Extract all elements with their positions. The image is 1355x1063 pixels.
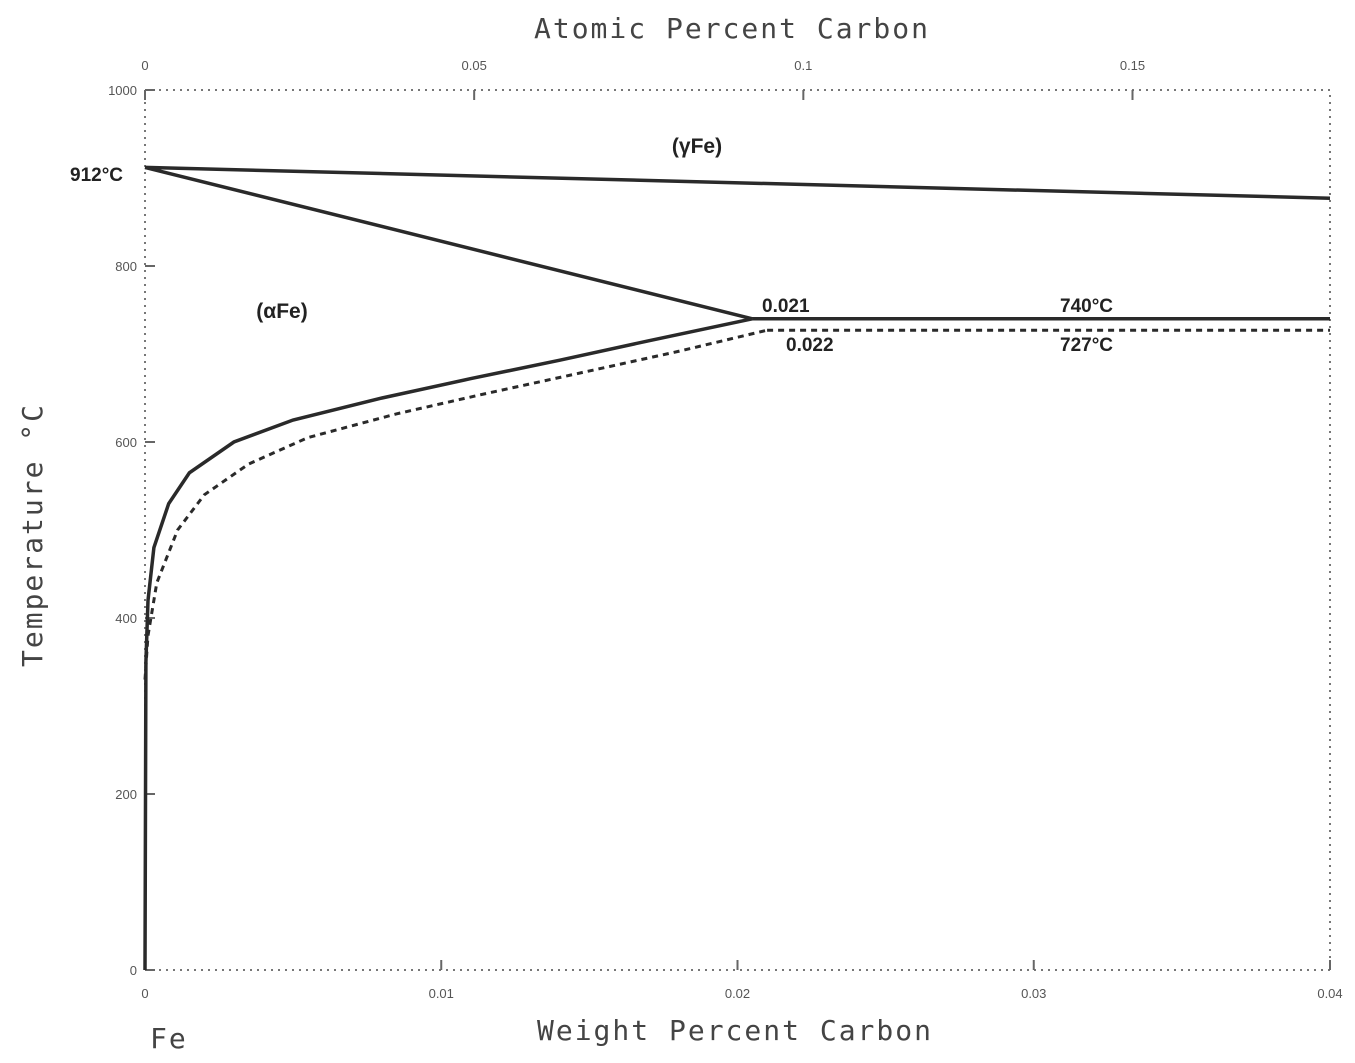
annotation-0-021: 0.021 [762, 296, 810, 317]
phase-label-alpha-fe: (αFe) [256, 300, 307, 323]
x2-tick-label: 0 [141, 58, 148, 73]
x2-axis-title: Atomic Percent Carbon [534, 12, 930, 45]
x-tick-label: 0.03 [1021, 986, 1046, 1001]
annotation-727c: 727°C [1060, 335, 1113, 356]
x-axis-title: Weight Percent Carbon [537, 1014, 933, 1047]
annotation-0-022: 0.022 [786, 335, 834, 356]
x-tick-label: 0.01 [429, 986, 454, 1001]
x-tick-label: 0 [141, 986, 148, 1001]
y-tick-label: 400 [115, 611, 137, 626]
plot-frame [144, 89, 1331, 971]
phase-boundary-line-4 [143, 317, 753, 971]
annotation-912c: 912°C [70, 165, 123, 186]
series-layer [143, 165, 1331, 971]
axis-ticks: 0 0.01 0.02 0.03 0.04 0 0.05 0.1 0.15 0 200 400 600 8… [108, 58, 1343, 1001]
phase-boundary-line-6 [143, 328, 768, 680]
y-tick-label: 1000 [108, 83, 137, 98]
x-tick-label: 0.04 [1317, 986, 1342, 1001]
x-tick-label: 0.02 [725, 986, 750, 1001]
phase-boundary-line-1 [144, 165, 1331, 200]
y-axis-title: Temperature °C [16, 403, 49, 667]
y-tick-label: 200 [115, 787, 137, 802]
annotation-740c: 740°C [1060, 296, 1113, 317]
phase-boundary-line-2 [144, 165, 753, 321]
y-tick-label: 0 [130, 963, 137, 978]
phase-label-gamma-fe: (γFe) [672, 135, 722, 158]
element-label-fe: Fe [150, 1022, 188, 1055]
x2-tick-label: 0.1 [794, 58, 812, 73]
x2-tick-label: 0.05 [462, 58, 487, 73]
y-tick-label: 800 [115, 259, 137, 274]
y-tick-label: 600 [115, 435, 137, 450]
x2-tick-label: 0.15 [1120, 58, 1145, 73]
